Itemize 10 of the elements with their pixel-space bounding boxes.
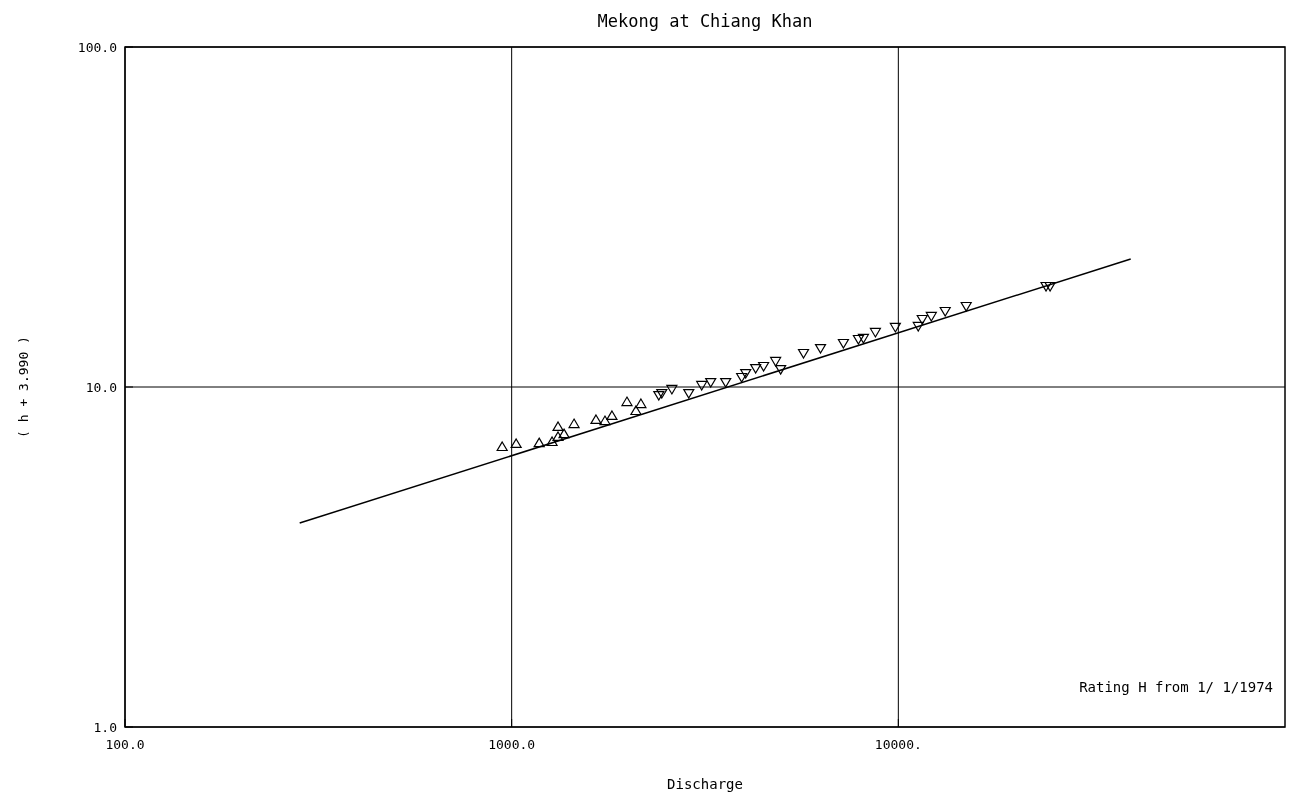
x-tick-label: 1000.0 (488, 737, 536, 752)
x-tick-label: 10000. (874, 737, 922, 752)
x-tick-label: 100.0 (105, 737, 145, 752)
chart-title: Mekong at Chiang Khan (597, 11, 813, 31)
y-tick-label: 100.0 (77, 40, 117, 55)
annotation: Rating H from 1/ 1/1974 (1079, 679, 1273, 695)
y-axis-title: ( h + 3.990 ) (16, 336, 31, 438)
y-tick-label: 10.0 (85, 380, 117, 395)
y-tick-label: 1.0 (93, 720, 117, 735)
x-axis-title: Discharge (667, 776, 743, 792)
